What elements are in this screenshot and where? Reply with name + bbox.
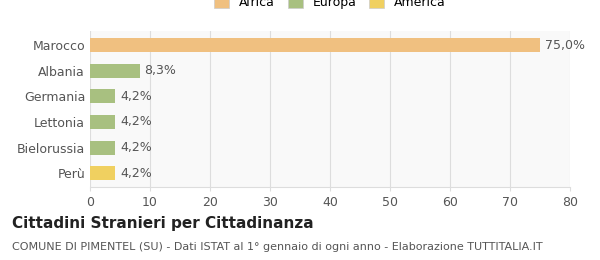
Bar bbox=[90, 140, 115, 154]
Bar bbox=[90, 38, 540, 52]
Text: 75,0%: 75,0% bbox=[545, 39, 585, 52]
Bar bbox=[90, 115, 115, 129]
Bar bbox=[90, 89, 115, 103]
Bar bbox=[90, 64, 140, 78]
Text: 4,2%: 4,2% bbox=[120, 115, 152, 128]
Text: 4,2%: 4,2% bbox=[120, 141, 152, 154]
Text: COMUNE DI PIMENTEL (SU) - Dati ISTAT al 1° gennaio di ogni anno - Elaborazione T: COMUNE DI PIMENTEL (SU) - Dati ISTAT al … bbox=[12, 242, 542, 252]
Text: 4,2%: 4,2% bbox=[120, 167, 152, 180]
Text: 8,3%: 8,3% bbox=[145, 64, 176, 77]
Legend: Africa, Europa, America: Africa, Europa, America bbox=[209, 0, 451, 14]
Text: 4,2%: 4,2% bbox=[120, 90, 152, 103]
Bar bbox=[90, 166, 115, 180]
Text: Cittadini Stranieri per Cittadinanza: Cittadini Stranieri per Cittadinanza bbox=[12, 216, 314, 231]
